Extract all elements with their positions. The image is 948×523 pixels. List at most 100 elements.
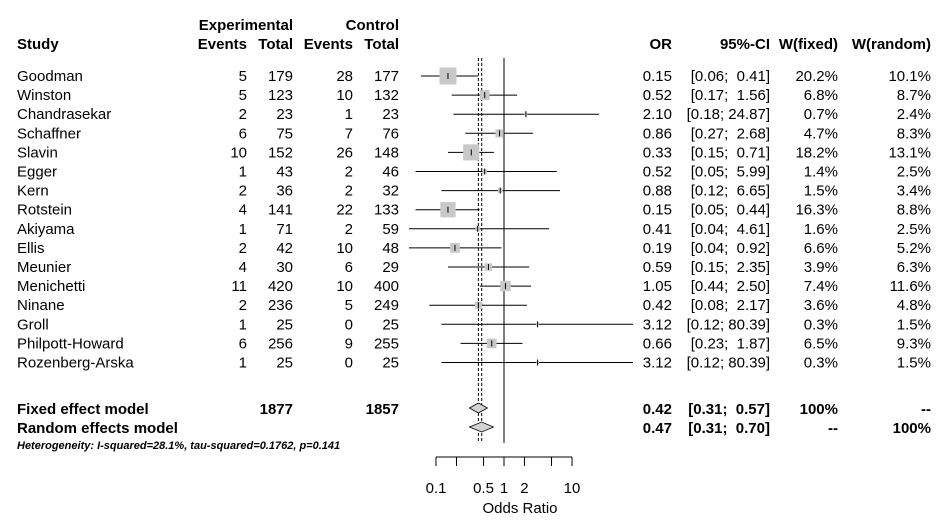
experimental-events: 6 xyxy=(239,335,247,352)
weight-fixed: 18.2% xyxy=(795,144,838,161)
odds-ratio: 0.15 xyxy=(643,202,672,219)
control-events: 0 xyxy=(345,316,353,333)
weight-random: 11.6% xyxy=(890,278,931,295)
x-tick-label: 10 xyxy=(564,480,581,497)
heterogeneity-text: Heterogeneity: I-squared=28.1%, tau-squa… xyxy=(17,440,340,452)
confidence-interval: [0.18; 24.87] xyxy=(687,106,770,123)
weight-random: 6.3% xyxy=(897,259,931,276)
study-row: Meunier 4 30 6 29 0.59 [0.15; 2.35] 3.9% 6.3% xyxy=(17,259,931,276)
summary-name: Random effects model xyxy=(17,420,178,437)
confidence-interval: [0.05; 0.44] xyxy=(691,202,770,219)
control-total: 133 xyxy=(374,202,399,219)
weight-random: 5.2% xyxy=(897,240,931,257)
weight-fixed: 3.9% xyxy=(804,259,838,276)
weight-random: 1.5% xyxy=(897,355,931,372)
x-tick-label: 1 xyxy=(500,480,508,497)
experimental-total: 36 xyxy=(276,183,293,200)
control-events: 6 xyxy=(345,259,353,276)
study-name: Ellis xyxy=(17,240,45,257)
experimental-total: 236 xyxy=(268,297,293,314)
study-row: Kern 2 36 2 32 0.88 [0.12; 6.65] 1.5% 3.4% xyxy=(17,183,931,200)
odds-ratio: 2.10 xyxy=(643,106,672,123)
control-events: 28 xyxy=(336,68,353,85)
weight-fixed: 6.5% xyxy=(804,335,838,352)
control-total: 148 xyxy=(374,144,399,161)
control-events: 2 xyxy=(345,164,353,181)
confidence-interval: [0.04; 0.92] xyxy=(691,240,770,257)
header-w-fixed: W(fixed) xyxy=(779,36,838,53)
header-or: OR xyxy=(650,36,673,53)
weight-fixed: 1.5% xyxy=(804,183,838,200)
odds-ratio: 0.52 xyxy=(643,164,672,181)
experimental-total: 23 xyxy=(276,106,293,123)
study-name: Kern xyxy=(17,183,49,200)
control-total: 1857 xyxy=(366,401,399,418)
odds-ratio: 1.05 xyxy=(643,278,672,295)
weight-fixed: 20.2% xyxy=(795,68,838,85)
study-rows: Goodman 5 179 28 177 0.15 [0.06; 0.41] 20.2% 10.… xyxy=(17,68,931,437)
study-row: Ellis 2 42 10 48 0.19 [0.04; 0.92] 6.6% 5.2% xyxy=(17,240,931,257)
weight-fixed: 1.4% xyxy=(804,164,838,181)
confidence-interval: [0.06; 0.41] xyxy=(691,68,770,85)
study-row: Egger 1 43 2 46 0.52 [0.05; 5.99] 1.4% 2.5% xyxy=(17,164,931,181)
control-total: 25 xyxy=(382,316,399,333)
experimental-total: 420 xyxy=(268,278,293,295)
confidence-interval: [0.23; 1.87] xyxy=(691,335,770,352)
experimental-total: 123 xyxy=(268,87,293,104)
control-events: 9 xyxy=(345,335,353,352)
plot-area xyxy=(408,58,633,443)
study-row: Akiyama 1 71 2 59 0.41 [0.04; 4.61] 1.6% 2.5% xyxy=(17,221,931,238)
weight-fixed: 6.8% xyxy=(804,87,838,104)
study-name: Egger xyxy=(17,164,57,181)
confidence-interval: [0.12; 6.65] xyxy=(691,183,770,200)
weight-fixed: -- xyxy=(828,420,838,437)
experimental-events: 2 xyxy=(239,297,247,314)
odds-ratio: 0.52 xyxy=(643,87,672,104)
study-name: Groll xyxy=(17,316,49,333)
control-events: 5 xyxy=(345,297,353,314)
odds-ratio: 0.15 xyxy=(643,68,672,85)
study-row: Rotstein 4 141 22 133 0.15 [0.05; 0.44] 16.3% 8.… xyxy=(17,202,931,219)
study-name: Slavin xyxy=(17,144,58,161)
x-axis-label: Odds Ratio xyxy=(482,500,557,517)
weight-random: 2.4% xyxy=(897,106,931,123)
experimental-total: 152 xyxy=(268,144,293,161)
control-total: 23 xyxy=(382,106,399,123)
study-row: Goodman 5 179 28 177 0.15 [0.06; 0.41] 20.2% 10.… xyxy=(17,68,931,85)
study-name: Rozenberg-Arska xyxy=(17,355,134,372)
weight-random: 13.1% xyxy=(888,144,931,161)
weight-fixed: 0.7% xyxy=(804,106,838,123)
control-events: 26 xyxy=(336,144,353,161)
weight-random: 9.3% xyxy=(897,335,931,352)
experimental-total: 25 xyxy=(276,355,293,372)
control-total: 59 xyxy=(382,221,399,238)
study-name: Ninane xyxy=(17,297,65,314)
weight-random: 8.8% xyxy=(897,202,931,219)
header-control: Control xyxy=(346,17,399,34)
control-total: 255 xyxy=(374,335,399,352)
control-events: 22 xyxy=(336,202,353,219)
weight-fixed: 16.3% xyxy=(795,202,838,219)
weight-fixed: 6.6% xyxy=(804,240,838,257)
weight-random: 100% xyxy=(893,420,931,437)
confidence-interval: [0.31; 0.70] xyxy=(688,420,770,437)
experimental-events: 1 xyxy=(239,355,247,372)
control-total: 25 xyxy=(382,355,399,372)
header-ci: 95%-CI xyxy=(720,36,770,53)
control-events: 2 xyxy=(345,221,353,238)
header-c-events: Events xyxy=(304,36,353,53)
experimental-events: 4 xyxy=(239,202,247,219)
experimental-total: 42 xyxy=(276,240,293,257)
study-row: Chandrasekar 2 23 1 23 2.10 [0.18; 24.87] 0.7% 2… xyxy=(17,106,931,123)
confidence-interval: [0.44; 2.50] xyxy=(691,278,770,295)
weight-random: 8.3% xyxy=(897,125,931,142)
confidence-interval: [0.15; 2.35] xyxy=(691,259,770,276)
weight-fixed: 100% xyxy=(800,401,838,418)
experimental-events: 1 xyxy=(239,164,247,181)
study-row: Schaffner 6 75 7 76 0.86 [0.27; 2.68] 4.7% 8.3% xyxy=(17,125,931,142)
experimental-total: 141 xyxy=(268,202,293,219)
experimental-total: 179 xyxy=(268,68,293,85)
control-total: 177 xyxy=(374,68,399,85)
odds-ratio: 0.59 xyxy=(643,259,672,276)
